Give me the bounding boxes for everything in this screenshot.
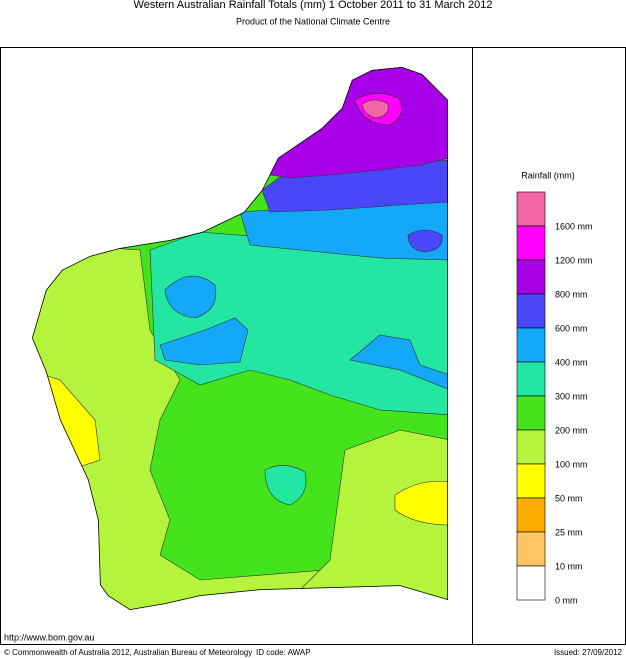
legend-label: 1200 mm xyxy=(555,255,593,265)
footer-id: ID code: AWAP xyxy=(256,648,311,657)
legend-label: 600 mm xyxy=(555,323,588,333)
band xyxy=(264,465,307,506)
legend-title: Rainfall (mm) xyxy=(521,170,575,180)
legend-label: 100 mm xyxy=(555,459,588,469)
legend-label: 0 mm xyxy=(555,595,578,605)
legend-label: 10 mm xyxy=(555,561,583,571)
legend-swatch xyxy=(516,531,546,567)
legend-swatch xyxy=(516,361,546,397)
legend-swatch xyxy=(516,429,546,465)
map-title: Western Australian Rainfall Totals (mm) … xyxy=(134,0,493,11)
band xyxy=(164,275,217,319)
legend-swatch xyxy=(516,565,546,601)
band xyxy=(159,317,249,366)
legend-label: 50 mm xyxy=(555,493,583,503)
band xyxy=(32,239,448,610)
footer-copyright: © Commonwealth of Australia 2012, Austra… xyxy=(4,648,252,657)
band xyxy=(299,429,448,610)
footer-issued: Issued: 27/09/2012 xyxy=(554,648,623,657)
legend-swatch xyxy=(516,259,546,295)
legend-swatch xyxy=(516,191,546,227)
band xyxy=(349,334,448,391)
band xyxy=(269,67,448,179)
legend-swatch xyxy=(516,395,546,431)
band xyxy=(407,229,443,253)
footer-url: http://www.bom.gov.au xyxy=(4,632,94,642)
legend-label: 25 mm xyxy=(555,527,583,537)
band xyxy=(361,99,389,119)
legend-swatch xyxy=(516,225,546,261)
legend: 1600 mm 1200 mm 800 mm 600 mm 400 mm 300 mm 20… xyxy=(516,191,593,605)
map-subtitle: Product of the National Climate Centre xyxy=(236,16,390,26)
legend-swatch xyxy=(516,293,546,329)
legend-swatch xyxy=(516,327,546,363)
rainfall-map xyxy=(32,67,448,610)
legend-label: 1600 mm xyxy=(555,221,593,231)
legend-label: 400 mm xyxy=(555,357,588,367)
legend-label: 800 mm xyxy=(555,289,588,299)
legend-swatch xyxy=(516,497,546,533)
band xyxy=(394,481,448,526)
legend-label: 300 mm xyxy=(555,391,588,401)
legend-swatch xyxy=(516,463,546,499)
legend-label: 200 mm xyxy=(555,425,588,435)
